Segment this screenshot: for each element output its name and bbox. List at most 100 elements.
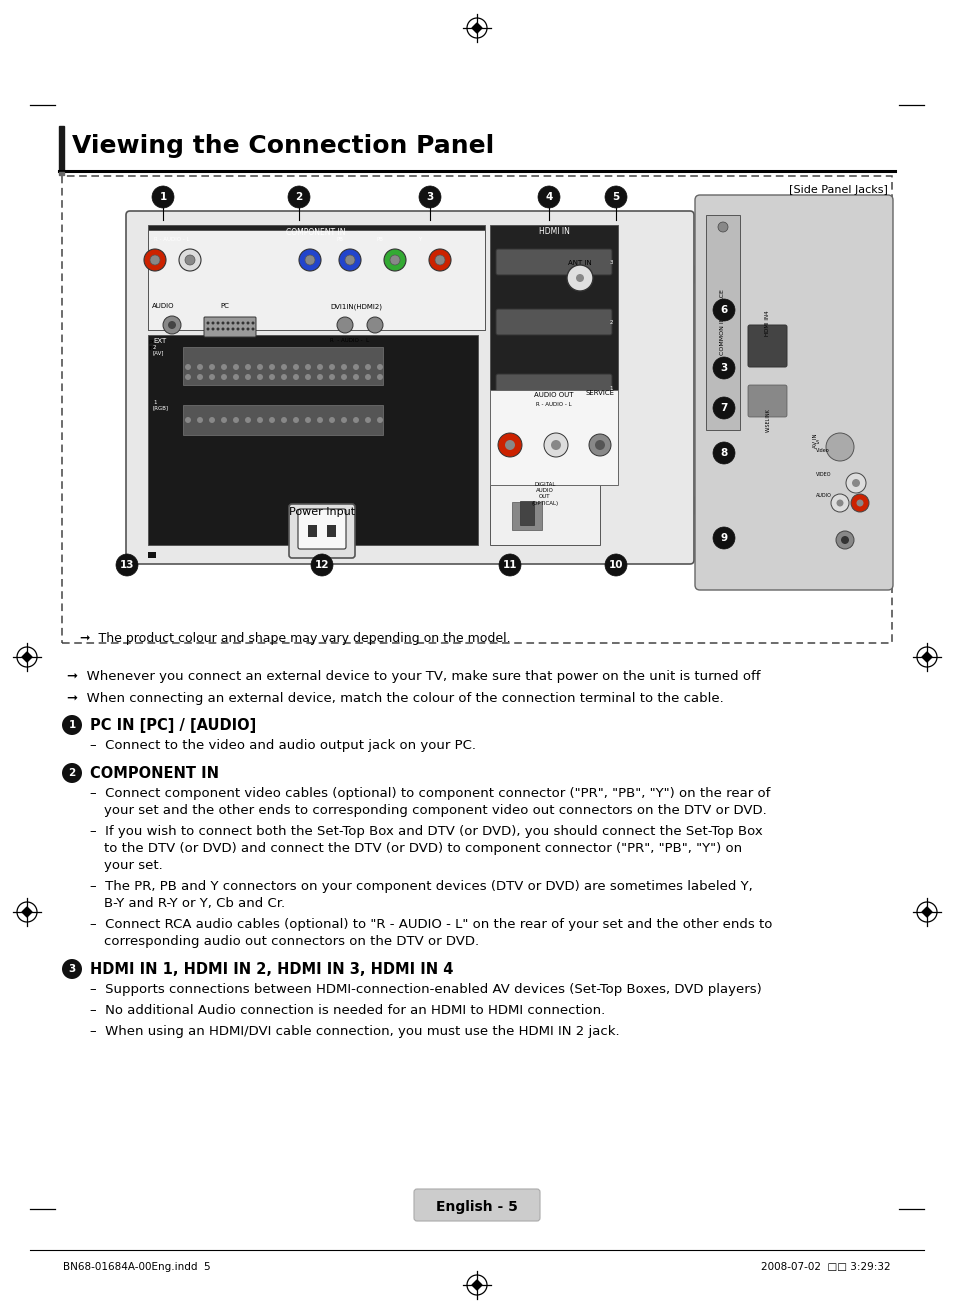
Text: 2
[AV]: 2 [AV] bbox=[152, 346, 164, 356]
Circle shape bbox=[245, 364, 251, 371]
Circle shape bbox=[336, 317, 353, 332]
Circle shape bbox=[62, 959, 82, 979]
Text: Y: Y bbox=[418, 237, 421, 242]
Circle shape bbox=[712, 397, 734, 419]
Circle shape bbox=[305, 374, 311, 380]
Circle shape bbox=[851, 480, 859, 487]
Circle shape bbox=[298, 248, 320, 271]
Circle shape bbox=[256, 374, 263, 380]
Circle shape bbox=[712, 357, 734, 378]
Text: B-Y and R-Y or Y, Cb and Cr.: B-Y and R-Y or Y, Cb and Cr. bbox=[104, 897, 285, 911]
Circle shape bbox=[232, 327, 234, 331]
Circle shape bbox=[418, 187, 440, 208]
Circle shape bbox=[845, 473, 865, 493]
Text: COMPONENT IN: COMPONENT IN bbox=[286, 229, 345, 237]
Circle shape bbox=[256, 364, 263, 371]
Circle shape bbox=[196, 364, 203, 371]
Circle shape bbox=[595, 440, 604, 449]
Text: –  Connect RCA audio cables (optional) to "R - AUDIO - L" on the rear of your se: – Connect RCA audio cables (optional) to… bbox=[90, 918, 772, 932]
Text: Viewing the Connection Panel: Viewing the Connection Panel bbox=[71, 134, 494, 158]
Text: 9: 9 bbox=[720, 533, 727, 543]
FancyBboxPatch shape bbox=[126, 212, 693, 564]
Circle shape bbox=[566, 265, 593, 290]
Text: PC
IN: PC IN bbox=[148, 340, 156, 351]
Text: 8: 8 bbox=[720, 448, 727, 459]
Circle shape bbox=[206, 322, 210, 325]
Bar bbox=[512, 502, 541, 530]
Circle shape bbox=[305, 417, 311, 423]
Circle shape bbox=[316, 417, 323, 423]
Bar bbox=[148, 335, 477, 545]
FancyBboxPatch shape bbox=[289, 505, 355, 558]
Text: 1
[RGB]: 1 [RGB] bbox=[152, 399, 169, 411]
Text: 5: 5 bbox=[612, 192, 619, 202]
Circle shape bbox=[338, 248, 360, 271]
Circle shape bbox=[376, 417, 382, 423]
Circle shape bbox=[850, 494, 868, 512]
Circle shape bbox=[269, 364, 274, 371]
Circle shape bbox=[241, 327, 244, 331]
Circle shape bbox=[281, 374, 287, 380]
Text: 1: 1 bbox=[609, 385, 613, 390]
Circle shape bbox=[311, 555, 333, 576]
Text: corresponding audio out connectors on the DTV or DVD.: corresponding audio out connectors on th… bbox=[104, 936, 478, 947]
Circle shape bbox=[390, 255, 399, 265]
Circle shape bbox=[825, 434, 853, 461]
Text: VIDEO: VIDEO bbox=[815, 472, 831, 477]
Text: R - AUDIO - L: R - AUDIO - L bbox=[536, 402, 571, 407]
Circle shape bbox=[340, 417, 347, 423]
Circle shape bbox=[830, 494, 848, 512]
Circle shape bbox=[196, 417, 203, 423]
FancyBboxPatch shape bbox=[747, 385, 786, 417]
Text: Power Input: Power Input bbox=[289, 507, 355, 516]
Circle shape bbox=[246, 327, 250, 331]
Circle shape bbox=[245, 417, 251, 423]
Text: 10: 10 bbox=[608, 560, 622, 570]
Text: R - AUDIO - L: R - AUDIO - L bbox=[154, 237, 190, 242]
Circle shape bbox=[293, 364, 298, 371]
Circle shape bbox=[209, 364, 214, 371]
Circle shape bbox=[329, 364, 335, 371]
Text: 3: 3 bbox=[426, 192, 434, 202]
Text: Video: Video bbox=[815, 448, 829, 453]
Circle shape bbox=[212, 327, 214, 331]
Circle shape bbox=[185, 255, 194, 265]
Circle shape bbox=[233, 374, 239, 380]
Text: PB: PB bbox=[376, 237, 383, 242]
Circle shape bbox=[353, 417, 358, 423]
Text: DVI1IN(HDMI2): DVI1IN(HDMI2) bbox=[330, 304, 381, 310]
Bar bbox=[183, 405, 382, 435]
Circle shape bbox=[206, 327, 210, 331]
Circle shape bbox=[543, 434, 567, 457]
Text: –  The PR, PB and Y connectors on your component devices (DTV or DVD) are someti: – The PR, PB and Y connectors on your co… bbox=[90, 880, 752, 894]
Text: –  No additional Audio connection is needed for an HDMI to HDMI connection.: – No additional Audio connection is need… bbox=[90, 1004, 604, 1017]
Text: –  Supports connections between HDMI-connection-enabled AV devices (Set-Top Boxe: – Supports connections between HDMI-conn… bbox=[90, 983, 760, 996]
Text: PC IN [PC] / [AUDIO]: PC IN [PC] / [AUDIO] bbox=[90, 717, 256, 733]
Text: PB: PB bbox=[336, 237, 343, 242]
Text: –  Connect component video cables (optional) to component connector ("PR", "PB",: – Connect component video cables (option… bbox=[90, 787, 770, 800]
Text: EXT: EXT bbox=[152, 338, 166, 344]
FancyBboxPatch shape bbox=[747, 325, 786, 367]
Circle shape bbox=[209, 374, 214, 380]
Text: 2008-07-02  □□ 3:29:32: 2008-07-02 □□ 3:29:32 bbox=[760, 1261, 890, 1272]
Circle shape bbox=[576, 275, 583, 283]
Bar bbox=[148, 230, 484, 330]
Text: –  When using an HDMI/DVI cable connection, you must use the HDMI IN 2 jack.: – When using an HDMI/DVI cable connectio… bbox=[90, 1025, 619, 1038]
Bar bbox=[519, 501, 534, 526]
Circle shape bbox=[245, 374, 251, 380]
Polygon shape bbox=[921, 907, 931, 917]
Circle shape bbox=[185, 374, 191, 380]
Circle shape bbox=[365, 417, 371, 423]
Text: AUDIO: AUDIO bbox=[815, 493, 831, 498]
Circle shape bbox=[269, 417, 274, 423]
Circle shape bbox=[236, 327, 239, 331]
Circle shape bbox=[241, 322, 244, 325]
Text: HDMI IN4: HDMI IN4 bbox=[764, 310, 770, 335]
Circle shape bbox=[246, 322, 250, 325]
Circle shape bbox=[384, 248, 406, 271]
FancyBboxPatch shape bbox=[695, 194, 892, 590]
Text: AUDIO OUT: AUDIO OUT bbox=[534, 392, 573, 398]
Text: PC: PC bbox=[220, 304, 229, 309]
Circle shape bbox=[226, 327, 230, 331]
Text: WISELINK: WISELINK bbox=[764, 409, 770, 432]
